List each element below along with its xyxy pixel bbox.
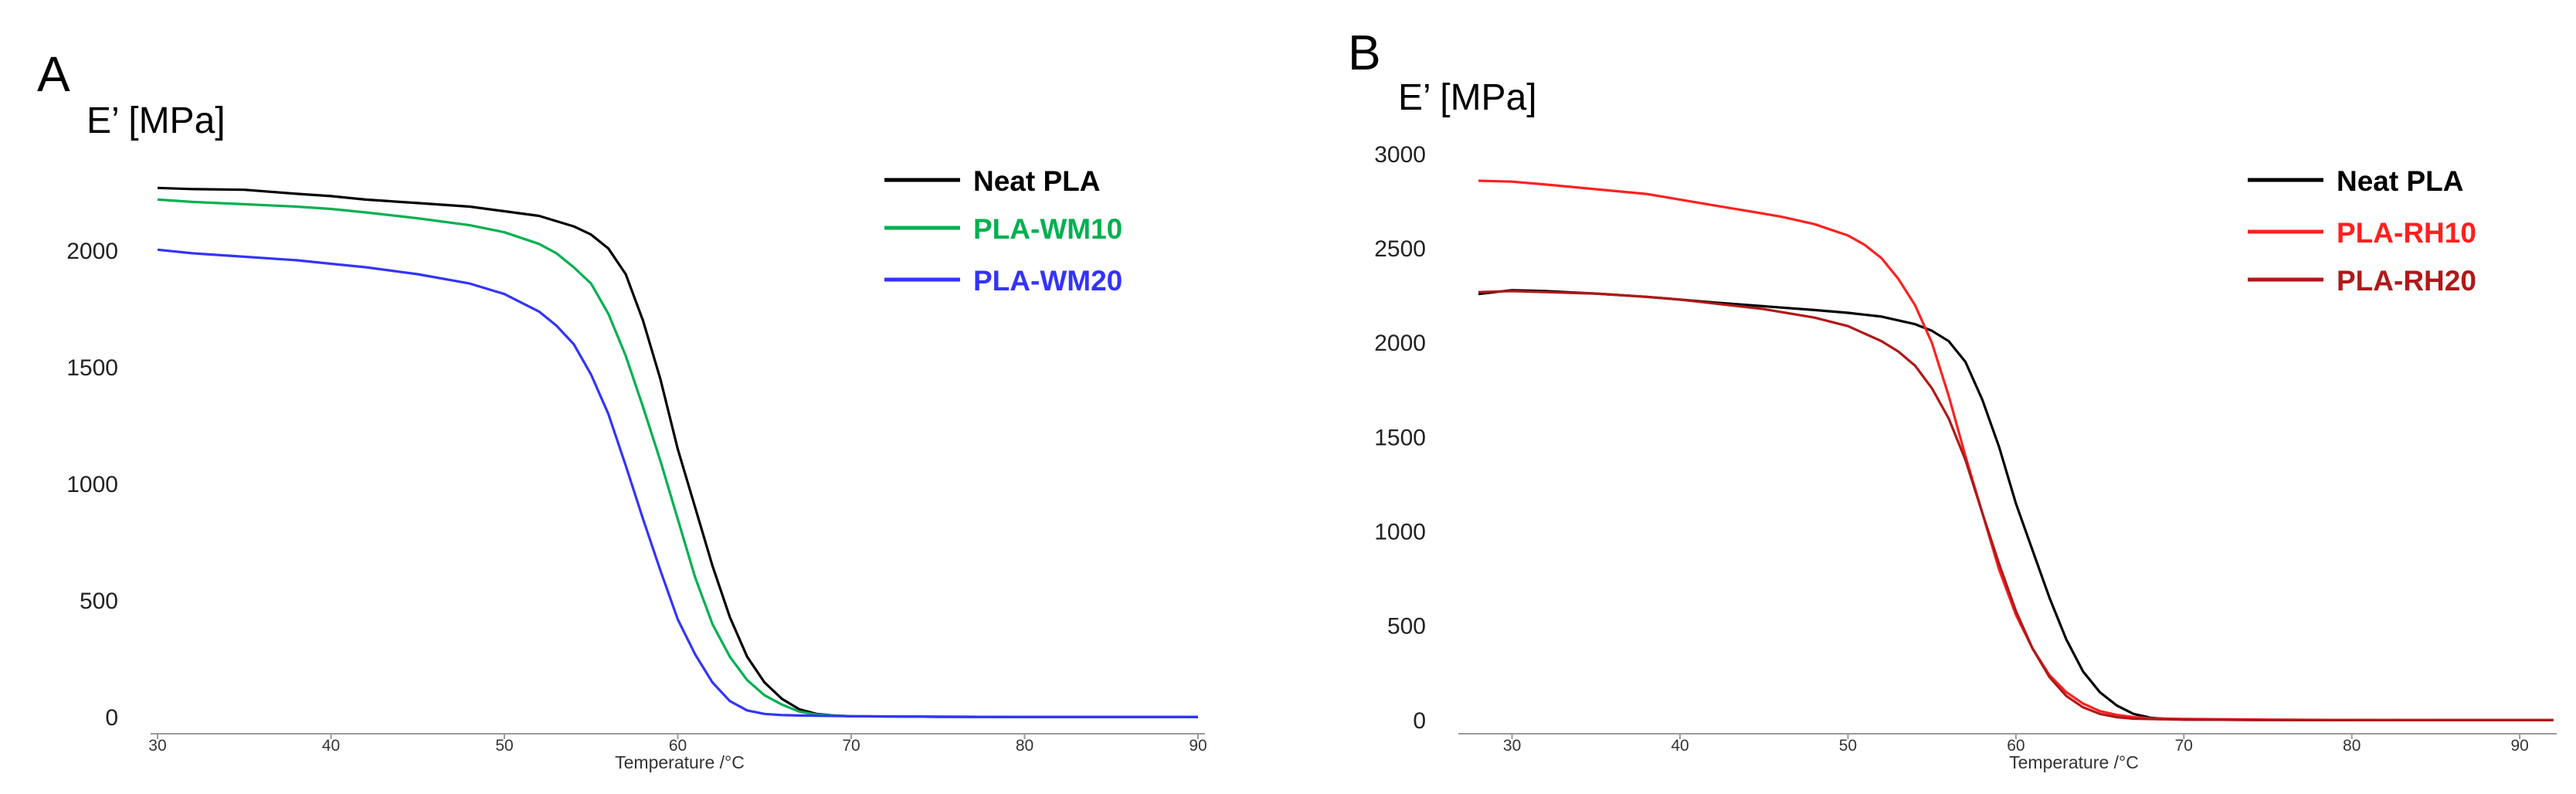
panel-b-y-tick-label: 2000 — [1374, 331, 1426, 356]
panel-a-legend-label-neat-pla: Neat PLA — [973, 165, 1100, 197]
panel-b-y-tick-label: 2500 — [1374, 236, 1426, 262]
panel-a-y-axis-label: E’ [MPa] — [87, 100, 226, 141]
panel-b-y-axis-label: E’ [MPa] — [1398, 77, 1537, 118]
panel-a-x-tick-label: 70 — [842, 737, 860, 755]
panel-b-y-tick-label: 0 — [1413, 708, 1426, 734]
panel-b-legend-label-neat-pla: Neat PLA — [2337, 165, 2463, 197]
panel-a-x-tick-label: 80 — [1016, 737, 1033, 755]
panel-b-x-tick-label: 30 — [1503, 737, 1521, 755]
panel-a-legend: Neat PLA PLA-WM10 PLA-WM20 — [884, 165, 1122, 297]
panel-b-x-tick-label: 50 — [1839, 737, 1857, 755]
panel-a-plot-area: 30 40 50 60 70 80 90 0 500 1000 1500 2000 — [66, 186, 1207, 755]
panel-b-x-tick-label: 90 — [2510, 737, 2528, 755]
panel-a-x-tick-label: 60 — [669, 737, 687, 755]
panel-b-x-tick-label: 70 — [2175, 737, 2193, 755]
panel-a-x-axis-label: Temperature /°C — [615, 752, 745, 772]
panel-a-series-line-pla-wm20 — [157, 248, 1198, 718]
panel-b-y-tick-label: 1500 — [1374, 425, 1426, 450]
panel-a-letter: A — [37, 46, 70, 102]
panel-a-y-tick-label: 0 — [105, 705, 118, 731]
panel-b-y-tick-label: 500 — [1387, 614, 1426, 640]
panel-b-y-tick-label: 1000 — [1374, 520, 1426, 545]
panel-a-x-tick-label: 90 — [1189, 737, 1207, 755]
panel-b-legend-label-pla-rh10: PLA-RH10 — [2337, 217, 2476, 249]
panel-b-x-tick-label: 80 — [2343, 737, 2360, 755]
panel-b-y-tick-label: 3000 — [1374, 142, 1426, 168]
panel-b-series-line-pla-rh10 — [1478, 179, 2554, 721]
panel-b-legend-label-pla-rh20: PLA-RH20 — [2337, 265, 2476, 297]
panel-a-legend-label-pla-wm20: PLA-WM20 — [973, 265, 1122, 297]
panel-a-x-tick-label: 40 — [322, 737, 340, 755]
panel-a-x-tick-label: 50 — [495, 737, 513, 755]
panel-a-y-tick-label: 1500 — [66, 355, 118, 381]
panel-b-letter: B — [1348, 25, 1381, 80]
panel-b-x-tick-label: 60 — [2007, 737, 2024, 755]
panel-b-series-line-pla-rh20 — [1478, 290, 2554, 721]
panel-b-series-line-neat-pla — [1478, 289, 2554, 721]
panel-a-legend-label-pla-wm10: PLA-WM10 — [973, 213, 1122, 245]
panel-a-y-tick-label: 500 — [80, 589, 118, 614]
panel-b-x-tick-label: 40 — [1671, 737, 1688, 755]
panel-a-y-tick-label: 2000 — [66, 239, 118, 264]
panel-b-x-axis-label: Temperature /°C — [2009, 752, 2139, 772]
panel-b-legend: Neat PLA PLA-RH10 PLA-RH20 — [2248, 165, 2476, 297]
panel-a-x-tick-label: 30 — [148, 737, 166, 755]
panel-a-y-tick-label: 1000 — [66, 472, 118, 497]
panel-b-plot-area: 30 40 50 60 70 80 90 0 500 1000 1500 2000 2500 3000 — [1374, 142, 2557, 755]
